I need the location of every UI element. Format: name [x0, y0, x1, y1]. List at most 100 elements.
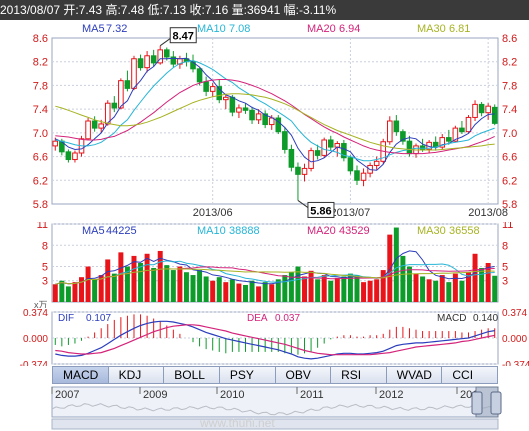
volume-bar	[439, 275, 445, 302]
volume-bar	[92, 279, 98, 302]
volume-bar	[374, 279, 380, 302]
quote-date: 2013/08/07	[0, 3, 61, 17]
candle-body	[150, 55, 157, 64]
candle-body	[255, 113, 262, 121]
tab-boll[interactable]: BOLL	[164, 366, 220, 384]
volume-bar	[282, 275, 288, 302]
volume-bar	[308, 270, 314, 302]
volume-bar	[459, 280, 465, 302]
volume-bar	[465, 272, 471, 302]
macd-chart[interactable]: 0.374 0.374 0.000 0.000 -0.374 -0.374 DIF 0.107…	[0, 308, 529, 366]
candle-body	[157, 49, 164, 64]
volume-bar	[328, 280, 334, 302]
volume-bar	[420, 276, 426, 302]
volume-bar	[210, 280, 216, 302]
volume-bar	[492, 275, 498, 302]
candle-body	[131, 58, 137, 89]
volume-bar	[197, 270, 203, 302]
volume-chart[interactable]: 11 11 8 8 5 5 3 3 MA5 44225 MA10 38888 MA20 43529 MA30…	[0, 222, 529, 308]
volume-bar	[341, 276, 347, 302]
volume-y-tick-left: 8	[42, 240, 48, 252]
price-plot-area	[51, 37, 499, 205]
tab-rsi[interactable]: RSI	[331, 366, 387, 384]
macd-legend-value: 0.140	[473, 313, 498, 324]
low-value: 7.13	[162, 3, 187, 17]
volume-bar	[157, 250, 163, 302]
indicator-tabs: MACD KDJ BOLL PSY OBV RSI WVAD CCI	[52, 366, 498, 384]
volume-legend-name: MA5	[82, 225, 105, 237]
volume-y-tick-left: 5	[42, 262, 48, 274]
candle-body	[242, 107, 249, 111]
volume-legend-value: 44225	[106, 225, 137, 237]
macd-legend-name: DIF	[58, 313, 74, 324]
macd-y-tick-left: 0.374	[23, 308, 48, 319]
close-value: 7.16	[204, 3, 229, 17]
tab-cci[interactable]: CCI	[442, 366, 498, 384]
price-legend-value: 7.08	[229, 23, 250, 35]
volume-bar	[105, 259, 111, 302]
price-x-tick: 2013/08	[468, 207, 508, 219]
volume-bar	[52, 284, 58, 302]
volume-bar	[223, 282, 229, 302]
price-y-tick-left: 7.4	[33, 104, 48, 116]
volume-bar	[131, 255, 137, 302]
volume-bar	[269, 284, 275, 302]
volume-y-tick-left: 3	[42, 276, 48, 288]
candle-body	[104, 102, 111, 125]
price-y-tick-left: 8.2	[33, 57, 48, 69]
price-legend-value: 7.32	[106, 23, 127, 35]
volume-bar	[72, 282, 78, 302]
candle-body	[229, 96, 236, 113]
price-legend-name: MA20	[307, 23, 336, 35]
volume-bar	[229, 279, 235, 302]
candle-body	[321, 139, 327, 156]
ma-line-ma10	[55, 59, 495, 162]
volume-ma-line	[55, 268, 495, 285]
candle-body	[52, 140, 59, 147]
macd-line-dif	[55, 320, 495, 360]
candle-body	[446, 137, 452, 142]
macd-line-dea	[55, 324, 495, 356]
volume-bar	[65, 286, 71, 302]
candle-body	[72, 152, 78, 161]
navigator-year-label: 2007	[55, 389, 79, 401]
candle-body	[163, 49, 170, 58]
volume-y-tick-left: 11	[37, 222, 48, 231]
volume-bar	[98, 275, 104, 302]
volume-bar	[354, 275, 360, 302]
navigator-left-handle	[471, 391, 483, 415]
price-legend-value: 6.94	[339, 23, 360, 35]
tab-macd[interactable]: MACD	[52, 366, 109, 384]
volume-bar	[262, 282, 268, 302]
candle-body	[393, 120, 400, 133]
volume-y-tick-right: 11	[502, 222, 513, 231]
volume-bar	[144, 253, 150, 302]
tab-obv[interactable]: OBV	[275, 366, 332, 384]
volume-bar	[413, 273, 419, 302]
volume-bar	[177, 266, 183, 302]
price-y-tick-right: 7.8	[502, 80, 517, 92]
price-y-tick-right: 7.4	[502, 104, 517, 116]
volume-bar	[170, 270, 176, 302]
volume-bar	[151, 267, 157, 302]
change-value: -3.11%	[299, 3, 337, 17]
price-legend-value: 6.81	[449, 23, 470, 35]
tab-psy[interactable]: PSY	[219, 366, 276, 384]
navigator-scrollbar	[51, 418, 499, 430]
volume-bar	[190, 275, 196, 302]
range-navigator[interactable]: 2007 2009 2010 2011 2012 201	[0, 386, 529, 431]
price-y-tick-left: 6.6	[33, 152, 48, 164]
volume-bar	[321, 275, 327, 302]
annotation-box	[307, 201, 335, 218]
candle-body	[459, 127, 465, 133]
navigator-right-handle	[490, 391, 502, 415]
candle-body	[216, 86, 223, 101]
tab-wvad[interactable]: WVAD	[386, 366, 443, 384]
price-chart[interactable]: 8.6 8.6 8.2 8.2 7.8 7.8 7.4 7.4 7.0 7.0 6.6 6.6 6.2 6…	[0, 20, 529, 222]
volume-bar	[361, 282, 367, 302]
candle-body	[203, 81, 209, 92]
volume-value: 36941	[246, 3, 281, 17]
candle-body	[91, 120, 98, 129]
volume-bar	[59, 280, 65, 302]
tab-kdj[interactable]: KDJ	[108, 366, 165, 384]
